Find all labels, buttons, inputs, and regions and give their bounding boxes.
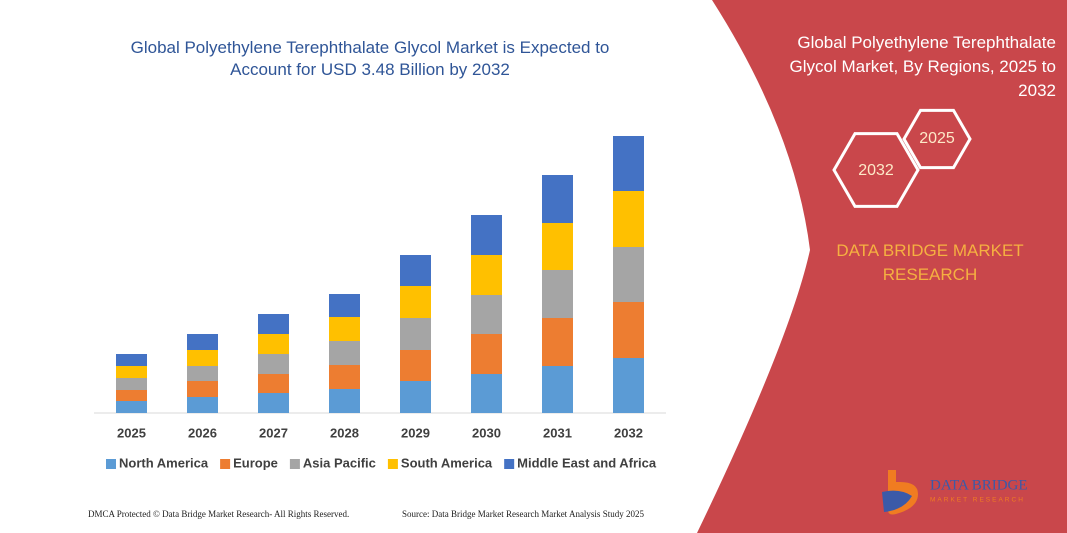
legend-swatch (504, 459, 515, 469)
x-tick-label: 2030 (472, 425, 501, 440)
year-label: 2032 (858, 162, 894, 179)
logo-shape (882, 490, 912, 512)
legend-label: Europe (233, 455, 278, 470)
bar-segment (116, 378, 147, 390)
bar-segment (329, 341, 360, 365)
x-tick-label: 2028 (330, 425, 359, 440)
bar-segment (542, 223, 573, 270)
x-tick-label: 2026 (188, 425, 217, 440)
bar-segment (258, 334, 289, 354)
bar-segment (613, 302, 644, 358)
bar-segment (613, 247, 644, 302)
bar-segment (542, 318, 573, 366)
year-label: 2025 (919, 130, 955, 147)
legend-swatch (106, 459, 116, 469)
legend-label: South America (401, 455, 493, 470)
red-panel (697, 0, 1067, 533)
logo-tagline: MARKET RESEARCH (930, 497, 1025, 504)
bar-segment (258, 374, 289, 393)
bar-segment (613, 136, 644, 191)
bar-segment (329, 294, 360, 317)
x-tick-label: 2025 (117, 425, 146, 440)
logo-name: DATA BRIDGE (930, 477, 1028, 493)
bar-segment (116, 390, 147, 401)
chart-title: Global Polyethylene Terephthalate Glycol… (131, 38, 610, 79)
bar-segment (613, 358, 644, 413)
x-tick-label: 2032 (614, 425, 643, 440)
bar-segment (400, 318, 431, 350)
text-line: Glycol Market, By Regions, 2025 to (790, 57, 1056, 76)
logo-icon (882, 470, 918, 515)
bar-segment (400, 381, 431, 413)
legend-label: Asia Pacific (303, 455, 376, 470)
bar-segment (329, 365, 360, 389)
bar-segment (471, 215, 502, 255)
bar-segment (187, 334, 218, 350)
text-line: Global Polyethylene Terephthalate (797, 33, 1056, 52)
bar-segment (471, 255, 502, 295)
bar-segment (116, 401, 147, 413)
bar-segment (258, 354, 289, 374)
bar-segment (187, 366, 218, 381)
hexagon (902, 108, 972, 170)
bar-segment (329, 389, 360, 413)
text-line: DATA BRIDGE MARKET (836, 241, 1023, 260)
text-line: Global Polyethylene Terephthalate Glycol… (131, 38, 610, 57)
legend-swatch (387, 459, 398, 469)
legend-swatch (220, 459, 231, 469)
bar-segment (116, 366, 147, 378)
text-line: Account for USD 3.48 Billion by 2032 (230, 60, 510, 79)
bar-segment (400, 350, 431, 381)
bar-segment (542, 175, 573, 223)
bar-segment (471, 374, 502, 413)
bar-segment (187, 397, 218, 413)
bar-segment (471, 334, 502, 374)
text-line: RESEARCH (883, 265, 977, 284)
bar-segment (471, 295, 502, 334)
legend-swatch (289, 459, 300, 469)
bar-segment (400, 255, 431, 286)
bar-segment (187, 350, 218, 366)
bar-segment (542, 366, 573, 413)
footer-left: DMCA Protected © Data Bridge Market Rese… (88, 509, 349, 519)
bar-segment (258, 314, 289, 334)
x-tick-label: 2027 (259, 425, 288, 440)
legend-label: North America (119, 455, 209, 470)
title-text: Global Polyethylene Terephthalate Glycol… (131, 38, 610, 79)
bar-segment (542, 270, 573, 318)
bar-segment (258, 393, 289, 413)
x-tick-label: 2031 (543, 425, 572, 440)
x-tick-label: 2029 (401, 425, 430, 440)
panel-title: Global Polyethylene Terephthalate Glycol … (790, 33, 1056, 100)
legend-label: Middle East and Africa (517, 455, 657, 470)
footer-right: Source: Data Bridge Market Research Mark… (402, 509, 644, 519)
text-line: 2032 (1018, 81, 1056, 100)
bar-segment (187, 381, 218, 397)
bar-segment (613, 191, 644, 247)
brand-text: DATA BRIDGE MARKET RESEARCH (836, 241, 1023, 284)
bar-segment (329, 317, 360, 341)
chart: 2025 2026 2027 2028 2029 2030 2031 2032 North Am… (94, 136, 666, 470)
bar-segment (400, 286, 431, 318)
bar-segment (116, 354, 147, 366)
hexagon (832, 132, 920, 208)
